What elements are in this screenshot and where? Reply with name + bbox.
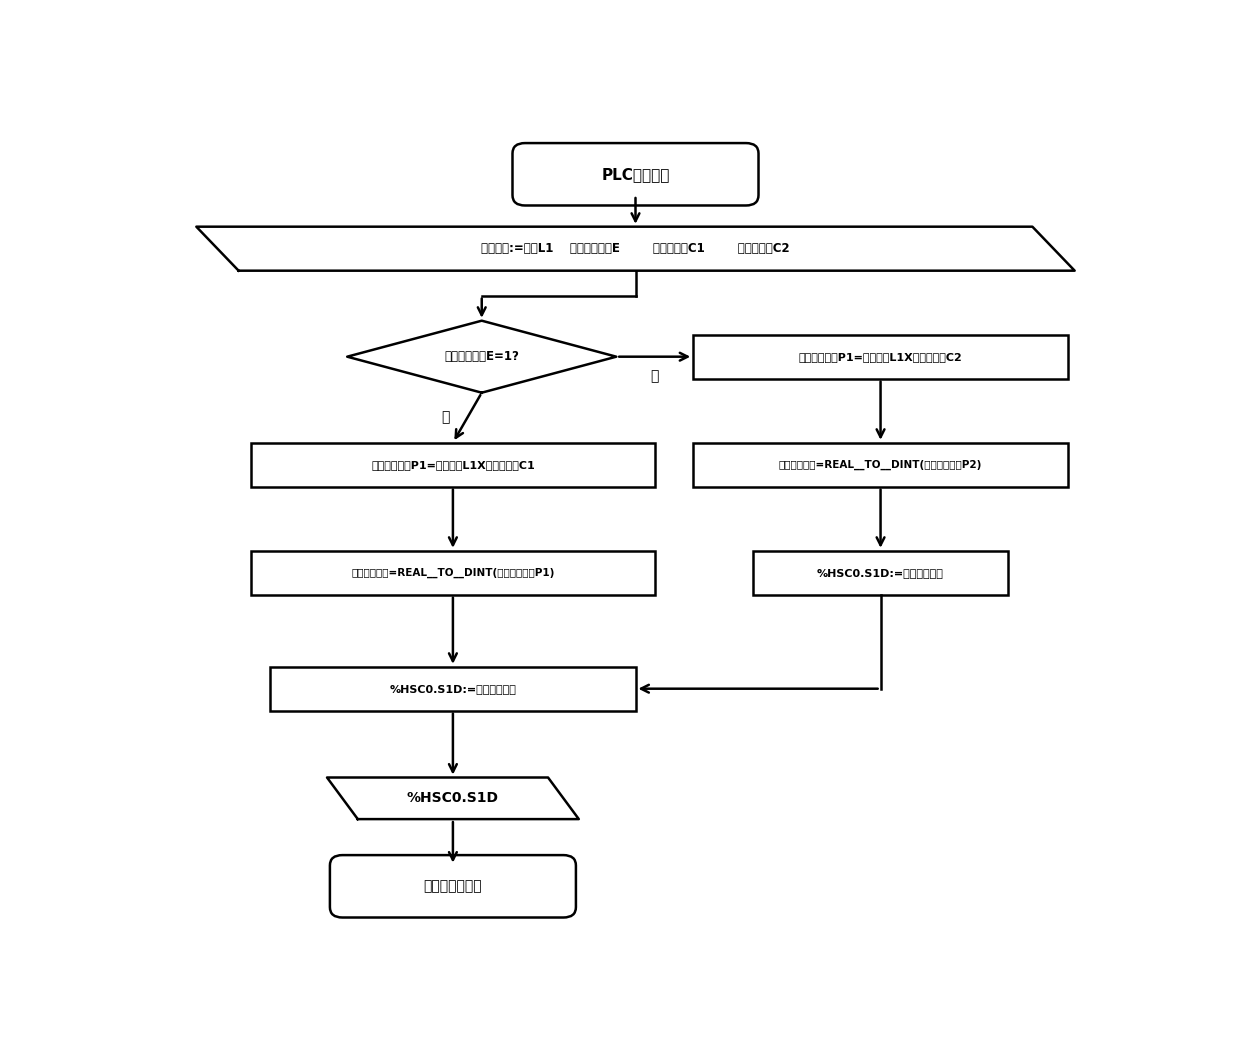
Polygon shape: [327, 777, 579, 819]
Text: %HSC0.S1D:=设定长度双整: %HSC0.S1D:=设定长度双整: [389, 684, 516, 694]
Bar: [693, 335, 1068, 378]
Polygon shape: [347, 321, 616, 393]
Text: 否: 否: [651, 370, 658, 383]
Text: 定长度误差率E=1?: 定长度误差率E=1?: [444, 350, 520, 364]
Text: 设定长度:=常数L1    定长度误差率E        轮径原系数C1        轮径新系数C2: 设定长度:=常数L1 定长度误差率E 轮径原系数C1 轮径新系数C2: [481, 242, 790, 256]
Text: 是: 是: [441, 410, 449, 425]
Text: 设定长度脉冲P1=设定长度L1X轮径新系数C2: 设定长度脉冲P1=设定长度L1X轮径新系数C2: [799, 351, 962, 362]
FancyBboxPatch shape: [512, 143, 759, 206]
FancyBboxPatch shape: [330, 855, 575, 917]
Text: 设定计数值输出: 设定计数值输出: [424, 879, 482, 894]
Text: %HSC0.S1D: %HSC0.S1D: [407, 792, 498, 805]
Bar: [270, 667, 635, 711]
Bar: [693, 443, 1068, 486]
Bar: [250, 551, 655, 594]
Text: 设定长度双整=REAL__TO__DINT(设定长度脉冲P1): 设定长度双整=REAL__TO__DINT(设定长度脉冲P1): [351, 567, 554, 578]
Text: 设定长度脉冲P1=设定长度L1X轮径原系数C1: 设定长度脉冲P1=设定长度L1X轮径原系数C1: [371, 459, 534, 470]
Text: PLC中间参数: PLC中间参数: [601, 167, 670, 182]
Bar: [753, 551, 1008, 594]
Bar: [250, 443, 655, 486]
Polygon shape: [196, 227, 1075, 271]
Text: 设定长度双整=REAL__TO__DINT(设定长度脉冲P2): 设定长度双整=REAL__TO__DINT(设定长度脉冲P2): [779, 459, 982, 470]
Text: %HSC0.S1D:=设定长度双整: %HSC0.S1D:=设定长度双整: [817, 567, 944, 578]
